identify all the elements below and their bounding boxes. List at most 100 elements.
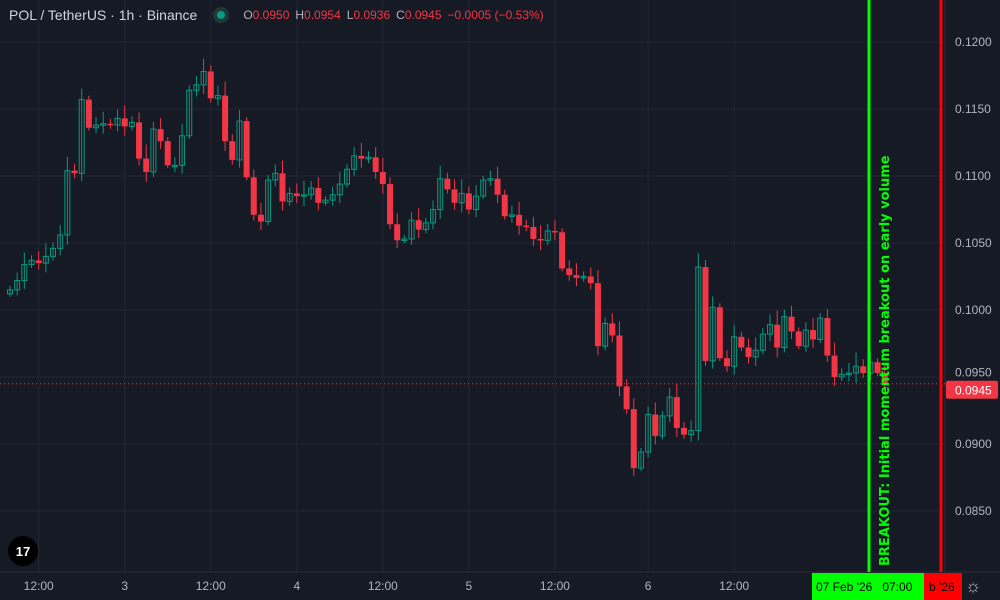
candle-body-down [157,129,164,142]
candle-body-down [415,220,422,230]
candle-body-down [652,414,659,436]
candle-body-up [365,156,372,160]
last-price-label: 0.0945 [955,384,992,398]
candle-body-down [623,386,630,410]
candle-body-down [738,336,745,348]
candle-body-down [824,318,831,356]
candle-body-down [716,307,723,359]
candle-body-up [544,230,551,241]
candle-body-up [458,192,465,204]
candle-body-up [214,95,221,99]
x-tick-label: 12:00 [196,579,226,593]
candle-body-up [193,84,200,91]
candle-body-down [394,224,401,241]
candle-body-down [85,99,92,128]
candle-body-down [573,275,580,278]
candle-body-up [430,209,437,224]
x-tick-label: 4 [293,579,300,593]
candle-body-down [451,189,458,203]
candle-body-up [838,373,845,378]
candle-body-up [480,179,487,197]
candle-body-down [860,366,867,373]
price-change: −0.0005 (−0.53%) [447,8,544,22]
candle-body-up [42,255,49,264]
candle-body-up [351,155,358,170]
candle-body-down [810,330,817,340]
candle-body-up [401,238,408,241]
high-key: H [295,8,305,22]
ohlc-legend: O0.0950 H0.0954 L0.0936 C0.0945 −0.0005 … [243,8,543,22]
candle-body-down [874,362,881,373]
candle-body-down [121,118,128,127]
candle-body-down [358,155,365,159]
candle-body-up [308,187,315,196]
low-value: 0.0936 [353,8,391,22]
candle-body-up [100,123,107,126]
candle-body-up [645,414,652,453]
candle-body-down [702,267,709,361]
candle-body-up [300,194,307,197]
candle-body-down [243,121,250,178]
candle-body-up [64,170,71,236]
candle-body-up [817,317,824,340]
candle-body-up [50,247,57,257]
high-value: 0.0954 [304,8,341,22]
candle-body-down [523,225,530,228]
candle-body-down [494,178,501,195]
last-price-label-bg [946,380,998,399]
candle-body-up [666,396,673,417]
tradingview-logo[interactable]: 17 [8,536,38,566]
x-tick-label: 5 [466,579,473,593]
candle-body-up [637,451,644,469]
candle-body-up [853,365,860,374]
candle-body-up [752,349,759,358]
candle-body-down [516,214,523,226]
candle-body-up [422,222,429,231]
candle-body-up [236,120,243,161]
candle-body-up [200,70,207,86]
symbol-title[interactable]: POL / TetherUS · 1h · Binance [9,7,198,23]
candle-body-down [559,232,566,269]
y-tick-label: 0.1100 [955,169,991,183]
candle-body-up [14,280,21,291]
x-tick-label: 12:00 [368,579,398,593]
candle-body-up [265,179,272,223]
candle-body-up [695,266,702,432]
candle-body-down [222,95,229,142]
red-time-label: b '26 [929,580,955,594]
open-value: 0.0950 [252,8,290,22]
y-tick-label: 0.0950 [955,366,992,380]
candle-body-up [114,117,121,126]
y-tick-label: 0.1200 [955,35,992,49]
candle-body-up [759,333,766,351]
candle-body-down [207,71,214,99]
candle-body-down [250,177,257,215]
candle-body-down [788,316,795,332]
market-status-icon [213,7,230,23]
candle-body-up [128,121,135,127]
candle-body-up [802,329,809,347]
candle-body-up [408,219,415,240]
candle-body-down [795,331,802,347]
candle-body-down [164,141,171,166]
y-tick-label: 0.0900 [955,437,992,451]
y-tick-label: 0.1150 [955,102,991,116]
candle-body-up [602,322,609,347]
candle-body-up [93,124,100,129]
candle-body-down [71,170,78,174]
candle-body-up [437,178,444,210]
candle-body-down [673,397,680,428]
close-key: C [396,8,405,22]
gear-icon[interactable]: ☼ [964,576,982,596]
candle-body-up [845,372,852,375]
x-tick-label: 12:00 [24,579,54,593]
low-key: L [346,8,354,22]
y-tick-label: 0.1000 [955,303,992,317]
green-time-label-bg [812,573,924,600]
candle-body-down [444,178,451,190]
x-tick-label: 12:00 [719,579,749,593]
candle-body-up [57,234,64,249]
y-tick-label: 0.0850 [955,504,992,518]
candle-body-down [724,358,730,367]
